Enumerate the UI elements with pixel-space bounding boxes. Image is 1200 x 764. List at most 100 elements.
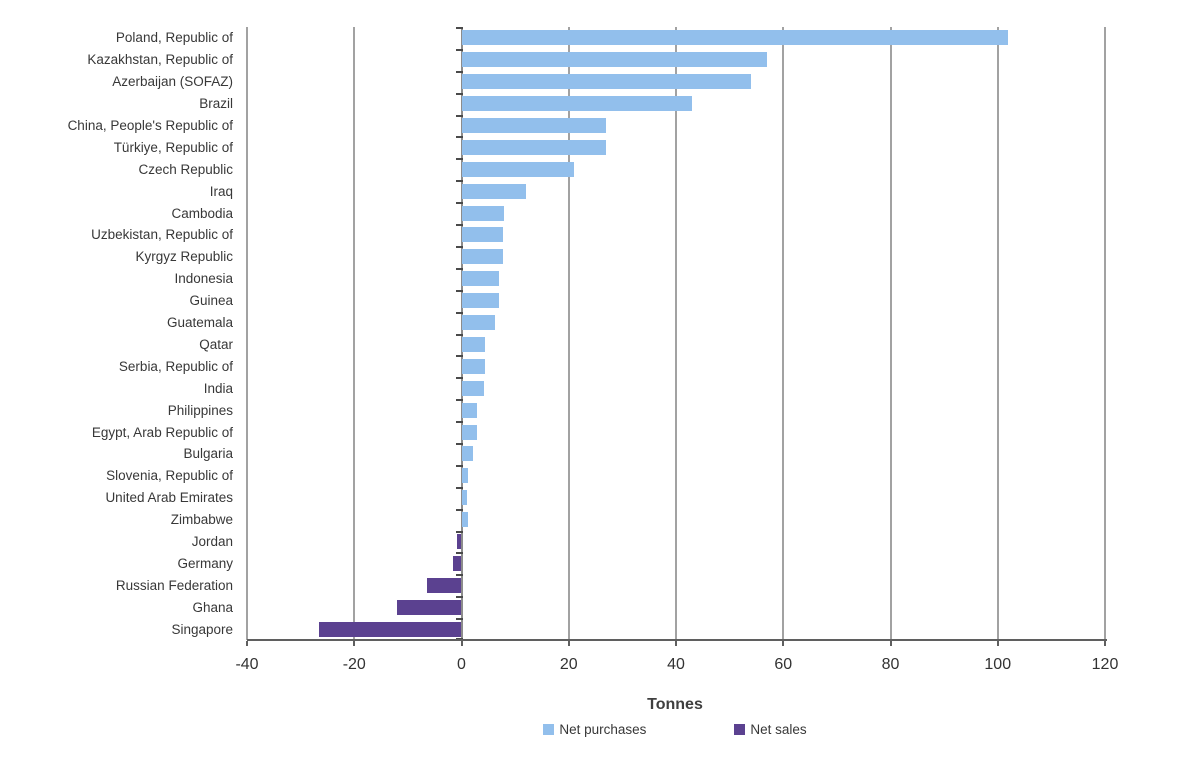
gridline [889, 27, 892, 640]
category-axis-tick [455, 486, 463, 489]
bar-czech-republic [461, 161, 575, 177]
x-tick-label: 100 [984, 656, 1012, 673]
category-label: China, People's Republic of [67, 118, 233, 134]
x-axis-tick [996, 641, 999, 646]
bar-t-rkiye-republic-of [461, 139, 607, 155]
category-axis-tick [455, 224, 463, 227]
category-label: Brazil [199, 96, 233, 112]
category-label: Uzbekistan, Republic of [91, 227, 233, 243]
x-axis-tick [1104, 641, 1106, 646]
category-axis-tick [455, 180, 463, 183]
bar-azerbaijan-sofaz [461, 74, 752, 90]
bar-serbia-republic-of [461, 358, 485, 374]
category-label: Czech Republic [138, 161, 233, 177]
legend-item-net-purchases: Net purchases [543, 722, 646, 737]
x-tick-label: 40 [667, 656, 685, 673]
category-label: Türkiye, Republic of [113, 139, 233, 155]
plot-area [246, 27, 1106, 640]
category-label: Bulgaria [183, 446, 233, 462]
category-label: United Arab Emirates [105, 490, 233, 506]
bar-iraq [461, 183, 526, 199]
category-axis-tick [455, 70, 463, 73]
gridline [353, 27, 356, 640]
gridline [675, 27, 677, 640]
category-axis-tick [455, 355, 463, 358]
x-axis-tick [353, 641, 356, 646]
x-axis-tick [782, 641, 785, 646]
category-axis-tick [455, 311, 463, 314]
bar-qatar [461, 336, 486, 352]
category-axis-tick [455, 92, 463, 95]
category-label: Singapore [171, 621, 233, 637]
bar-egypt-arab-republic-of [461, 424, 478, 440]
bar-india [461, 380, 485, 396]
bar-kazakhstan-republic-of [461, 52, 768, 68]
bar-zimbabwe [461, 512, 468, 528]
category-label: Iraq [209, 183, 233, 199]
bar-jordan [456, 533, 462, 549]
category-label: Serbia, Republic of [118, 358, 233, 374]
category-axis-tick [455, 421, 463, 424]
category-label: Poland, Republic of [115, 30, 233, 46]
category-label: Qatar [199, 336, 233, 352]
category-label: India [203, 380, 233, 396]
category-axis-tick [455, 530, 463, 533]
x-axis-title: Tonnes [647, 696, 703, 713]
category-axis-tick [455, 267, 463, 270]
bar-ghana [397, 599, 462, 615]
bar-philippines [461, 402, 478, 418]
x-tick-label: 0 [457, 656, 466, 673]
category-label: Guinea [189, 293, 233, 309]
category-axis-tick [455, 508, 463, 511]
bar-china-people-s-republic-of [461, 118, 607, 134]
x-axis-tick [460, 641, 463, 646]
gridline [782, 27, 785, 640]
category-label: Ghana [192, 599, 233, 615]
category-axis-tick [455, 574, 463, 577]
category-axis-tick [455, 596, 463, 599]
category-axis-tick [455, 136, 463, 139]
x-tick-label: 80 [881, 656, 900, 673]
category-axis-tick [455, 158, 463, 161]
x-axis-tick [675, 641, 677, 646]
bar-indonesia [461, 271, 500, 287]
category-label: Egypt, Arab Republic of [91, 424, 233, 440]
x-axis-line [247, 639, 1107, 641]
bar-poland-republic-of [461, 30, 1009, 46]
category-axis-tick [455, 618, 463, 621]
x-axis-tick [567, 641, 570, 646]
category-label: Azerbaijan (SOFAZ) [112, 74, 233, 90]
category-axis-tick [455, 464, 463, 467]
bar-russian-federation [427, 577, 462, 593]
category-axis-tick [455, 48, 463, 51]
gridline [996, 27, 999, 640]
bar-guinea [461, 293, 499, 309]
bar-kyrgyz-republic [461, 249, 504, 265]
category-axis-tick [455, 114, 463, 117]
category-label: Russian Federation [115, 577, 233, 593]
net-sales-swatch-icon [734, 724, 746, 735]
bar-slovenia-republic-of [461, 468, 468, 484]
category-label: Kyrgyz Republic [135, 249, 233, 265]
category-label: Kazakhstan, Republic of [87, 52, 233, 68]
bar-uzbekistan-republic-of [461, 227, 504, 243]
category-label: Philippines [167, 402, 233, 418]
category-label: Germany [177, 555, 233, 571]
category-label: Jordan [191, 533, 233, 549]
category-axis-tick [455, 27, 463, 29]
bar-united-arab-emirates [461, 490, 467, 506]
category-axis-tick [455, 399, 463, 402]
legend: Net purchases Net sales [225, 722, 1125, 737]
x-tick-label: -20 [342, 656, 366, 673]
category-axis-tick [455, 333, 463, 336]
legend-label-net-purchases: Net purchases [559, 722, 647, 737]
legend-label-net-sales: Net sales [750, 722, 807, 737]
category-axis-tick [455, 289, 463, 292]
legend-item-net-sales: Net sales [734, 722, 807, 737]
category-axis-tick [455, 552, 463, 555]
category-axis-tick [455, 377, 463, 380]
bar-guatemala [461, 315, 495, 331]
gridline [567, 27, 570, 640]
bar-singapore [319, 621, 462, 637]
